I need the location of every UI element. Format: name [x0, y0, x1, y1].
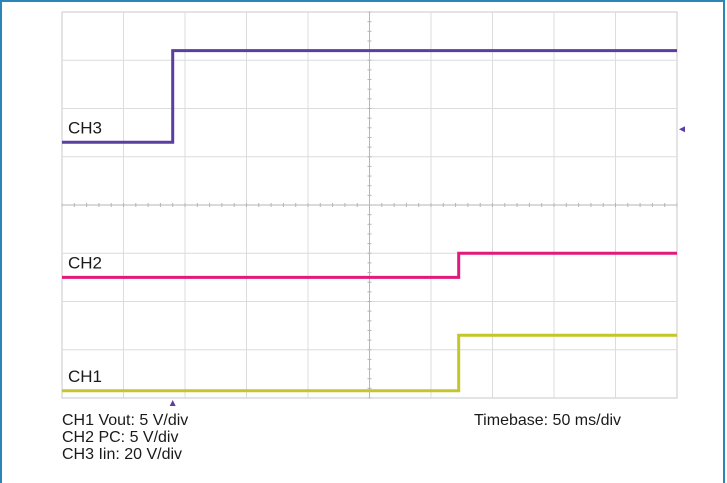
trigger-marker: [169, 400, 176, 406]
trace-ch3: [62, 49, 677, 144]
grid: [61, 11, 678, 399]
level-marker: [679, 126, 685, 133]
ch2-setting: CH2 PC: 5 V/div: [62, 429, 179, 446]
ch1-setting: CH1 Vout: 5 V/div: [62, 412, 189, 429]
timebase-label: Timebase: 50 ms/div: [474, 412, 622, 429]
traces: [62, 49, 677, 393]
trace-ch2: [62, 251, 677, 279]
markers: [169, 126, 685, 406]
trace-label-ch2: CH2: [68, 253, 102, 272]
trace-ch1: [62, 333, 677, 393]
ch3-setting: CH3 Iin: 20 V/div: [62, 446, 183, 463]
channel-labels: CH3 CH2 CH1: [68, 118, 102, 385]
trace-label-ch3: CH3: [68, 118, 102, 137]
channel-settings: CH1 Vout: 5 V/div CH2 PC: 5 V/div CH3 Ii…: [62, 412, 188, 463]
trace-label-ch1: CH1: [68, 367, 102, 386]
